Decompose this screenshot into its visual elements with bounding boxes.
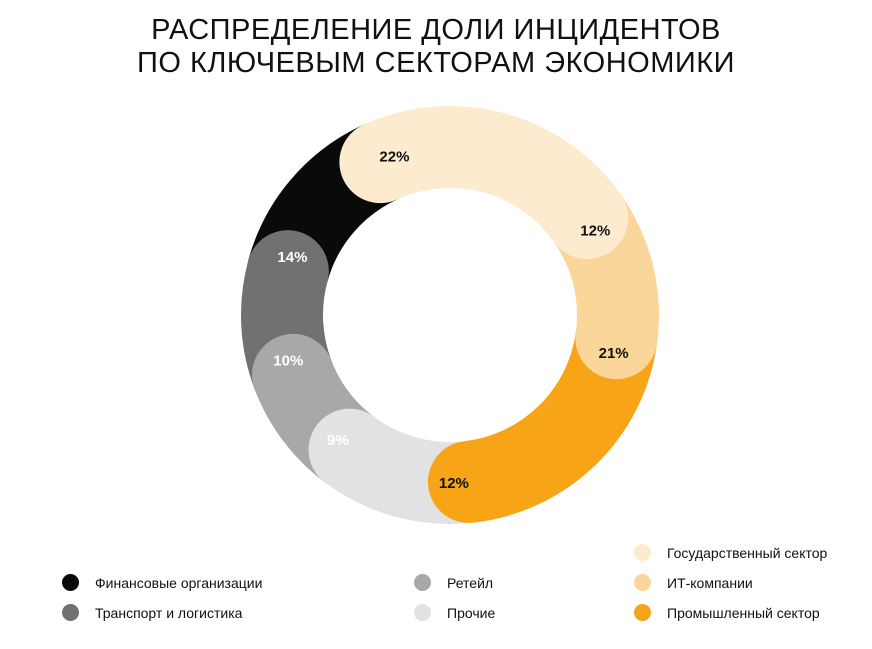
legend-dot-icon	[634, 574, 651, 591]
slice-value-label: 12%	[580, 223, 610, 240]
legend-dot-icon	[414, 574, 431, 591]
slice-value-label: 9%	[327, 432, 349, 449]
legend-item-finance: Финансовые организации	[62, 574, 262, 591]
legend-dot-icon	[634, 604, 651, 621]
chart-title-line-2: ПО КЛЮЧЕВЫМ СЕКТОРАМ ЭКОНОМИКИ	[137, 47, 735, 79]
legend-item-industry: Промышленный сектор	[634, 604, 820, 621]
slice-value-label: 22%	[379, 148, 409, 165]
legend-dot-icon	[62, 574, 79, 591]
legend-label: Промышленный сектор	[667, 604, 820, 621]
legend-label: Ретейл	[447, 574, 494, 591]
donut-slice-0	[339, 106, 629, 259]
slice-value-label: 12%	[439, 475, 469, 492]
chart-title: РАСПРЕДЕЛЕНИЕ ДОЛИ ИНЦИДЕНТОВ ПО КЛЮЧЕВЫ…	[0, 14, 872, 80]
legend-item-transport: Транспорт и логистика	[62, 604, 242, 621]
slice-value-label: 10%	[273, 353, 303, 370]
legend-item-retail: Ретейл	[414, 574, 493, 591]
legend-item-other: Прочие	[414, 604, 495, 621]
legend-label: ИТ-компании	[667, 574, 753, 591]
legend-label: Государственный сектор	[667, 544, 828, 561]
legend-dot-icon	[414, 604, 431, 621]
legend-dot-icon	[634, 544, 651, 561]
legend-label: Транспорт и логистика	[95, 604, 243, 621]
legend-label: Финансовые организации	[95, 574, 263, 591]
legend-item-government: Государственный сектор	[634, 544, 827, 561]
slice-value-label: 21%	[599, 345, 629, 362]
legend-label: Прочие	[447, 604, 496, 621]
chart-title-line-1: РАСПРЕДЕЛЕНИЕ ДОЛИ ИНЦИДЕНТОВ	[151, 14, 721, 46]
legend-item-it: ИТ-компании	[634, 574, 753, 591]
slice-value-label: 14%	[277, 249, 307, 266]
legend-dot-icon	[62, 604, 79, 621]
